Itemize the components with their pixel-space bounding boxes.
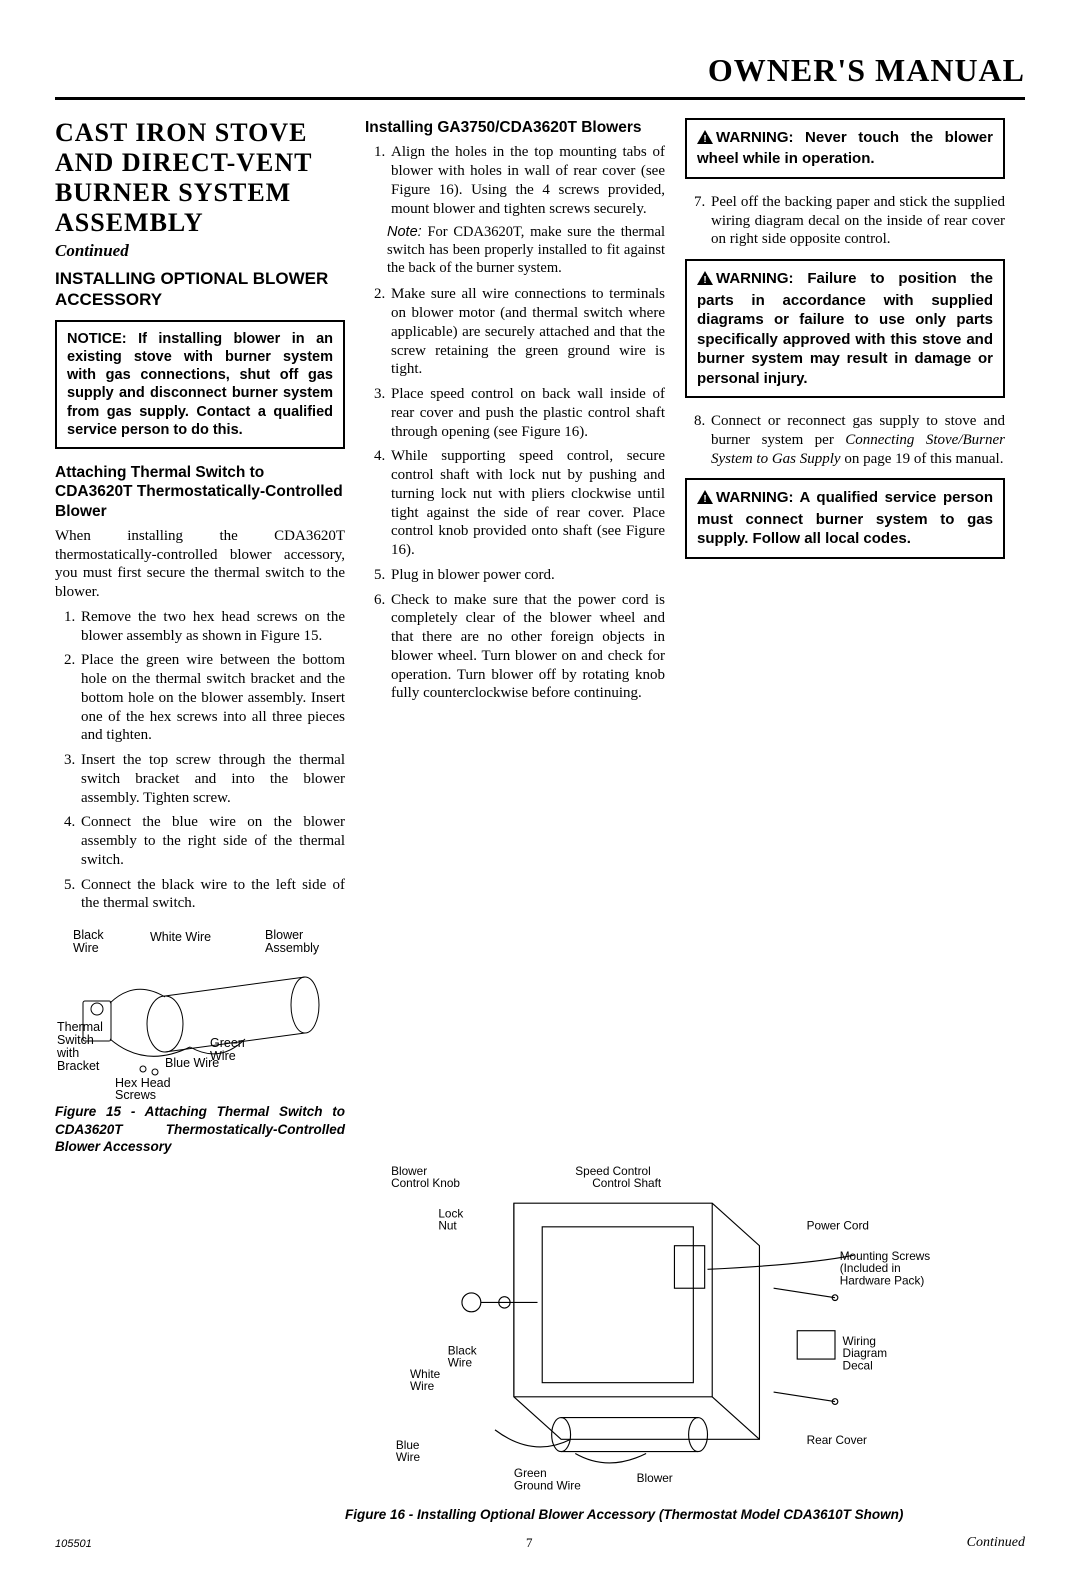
mid-step: Check to make sure that the power cord i… — [389, 591, 665, 704]
install-heading: Installing GA3750/CDA3620T Blowers — [365, 118, 665, 137]
svg-text:Black: Black — [73, 928, 104, 942]
left-step: Connect the black wire to the left side … — [79, 876, 345, 914]
left-step: Remove the two hex head screws on the bl… — [79, 608, 345, 646]
svg-text:!: ! — [703, 134, 706, 144]
manual-header: Owner's Manual — [55, 50, 1025, 100]
right-steps-b: Connect or reconnect gas supply to stove… — [685, 412, 1005, 468]
svg-text:Assembly: Assembly — [265, 941, 320, 955]
svg-text:Screws: Screws — [115, 1088, 156, 1099]
right-column: ! WARNING: Never touch the blower wheel … — [685, 118, 1005, 1156]
attach-intro: When installing the CDA3620T thermostati… — [55, 527, 345, 602]
svg-text:Thermal: Thermal — [57, 1020, 103, 1034]
warning-icon: ! — [697, 490, 713, 510]
svg-text:!: ! — [703, 494, 706, 504]
svg-text:White Wire: White Wire — [150, 930, 211, 944]
svg-text:!: ! — [703, 275, 706, 285]
right-step-8: Connect or reconnect gas supply to stove… — [709, 412, 1005, 468]
attach-heading: Attaching Thermal Switch to CDA3620T The… — [55, 463, 345, 521]
continued-footer: Continued — [967, 1534, 1025, 1552]
left-steps: Remove the two hex head screws on the bl… — [55, 608, 345, 913]
svg-text:Ground Wire: Ground Wire — [514, 1478, 581, 1492]
warning-box-1: ! WARNING: Never touch the blower wheel … — [685, 118, 1005, 179]
svg-text:Bracket: Bracket — [57, 1059, 100, 1073]
mid-steps-a: Align the holes in the top mounting tabs… — [365, 143, 665, 218]
svg-text:Control Knob: Control Knob — [391, 1176, 460, 1190]
svg-text:Decal: Decal — [843, 1358, 873, 1372]
warning-icon: ! — [697, 271, 713, 291]
notice-box: NOTICE: If installing blower in an exist… — [55, 320, 345, 449]
svg-text:Wire: Wire — [448, 1355, 473, 1369]
doc-id: 105501 — [55, 1537, 92, 1551]
figure-15-caption: Figure 15 - Attaching Thermal Switch to … — [55, 1103, 345, 1156]
step8-b: on page 19 of this manual. — [841, 451, 1004, 467]
note-label: Note: — [387, 224, 422, 240]
svg-text:with: with — [56, 1046, 79, 1060]
warning-text-3: WARNING: A qualified service person must… — [697, 489, 993, 547]
svg-text:Rear Cover: Rear Cover — [807, 1433, 867, 1447]
mid-step: Place speed control on back wall inside … — [389, 385, 665, 441]
right-step: Peel off the backing paper and stick the… — [709, 193, 1005, 249]
main-columns: Cast Iron Stove and Direct-Vent Burner S… — [55, 118, 1025, 1156]
middle-column: Installing GA3750/CDA3620T Blowers Align… — [365, 118, 665, 1156]
figure-16-caption: Figure 16 - Installing Optional Blower A… — [345, 1506, 985, 1524]
continued-label: Continued — [55, 240, 345, 262]
right-steps-a: Peel off the backing paper and stick the… — [685, 193, 1005, 249]
figure-15: BlackWire White Wire BlowerAssembly Ther… — [55, 919, 345, 1099]
mid-steps-b: Make sure all wire connections to termin… — [365, 285, 665, 703]
blower-accessory-heading: Installing Optional Blower Accessory — [55, 269, 345, 310]
svg-text:Wire: Wire — [396, 1450, 421, 1464]
note-text: For CDA3620T, make sure the thermal swit… — [387, 224, 665, 275]
section-title: Cast Iron Stove and Direct-Vent Burner S… — [55, 118, 345, 238]
footer-row: 105501 7 Continued — [55, 1534, 1025, 1552]
svg-text:Wire: Wire — [73, 941, 99, 955]
svg-text:Hardware Pack): Hardware Pack) — [840, 1273, 925, 1287]
svg-text:Wire: Wire — [410, 1379, 435, 1393]
mid-step: Align the holes in the top mounting tabs… — [389, 143, 665, 218]
svg-text:Power Cord: Power Cord — [807, 1218, 869, 1232]
svg-text:Blower: Blower — [637, 1471, 673, 1485]
mid-step: Make sure all wire connections to termin… — [389, 285, 665, 379]
mid-step: While supporting speed control, secure c… — [389, 447, 665, 560]
svg-text:Blue Wire: Blue Wire — [165, 1056, 219, 1070]
left-column: Cast Iron Stove and Direct-Vent Burner S… — [55, 118, 345, 1156]
left-step: Insert the top screw through the thermal… — [79, 751, 345, 807]
warning-box-2: ! WARNING: Failure to position the parts… — [685, 259, 1005, 398]
mid-step: Plug in blower power cord. — [389, 566, 665, 585]
svg-text:Blower: Blower — [265, 928, 303, 942]
mid-note: Note: For CDA3620T, make sure the therma… — [387, 224, 665, 277]
page-number: 7 — [92, 1535, 967, 1552]
warning-box-3: ! WARNING: A qualified service person mu… — [685, 478, 1005, 559]
warning-text-1: WARNING: Never touch the blower wheel wh… — [697, 129, 993, 168]
svg-text:Control Shaft: Control Shaft — [592, 1176, 662, 1190]
warning-icon: ! — [697, 130, 713, 150]
svg-text:Switch: Switch — [57, 1033, 94, 1047]
figure-16: BlowerControl Knob Speed ControlControl … — [345, 1156, 985, 1524]
left-step: Place the green wire between the bottom … — [79, 651, 345, 745]
svg-text:Nut: Nut — [438, 1218, 457, 1232]
svg-text:Green: Green — [210, 1036, 245, 1050]
warning-text-2: WARNING: Failure to position the parts i… — [697, 270, 993, 387]
left-step: Connect the blue wire on the blower asse… — [79, 813, 345, 869]
